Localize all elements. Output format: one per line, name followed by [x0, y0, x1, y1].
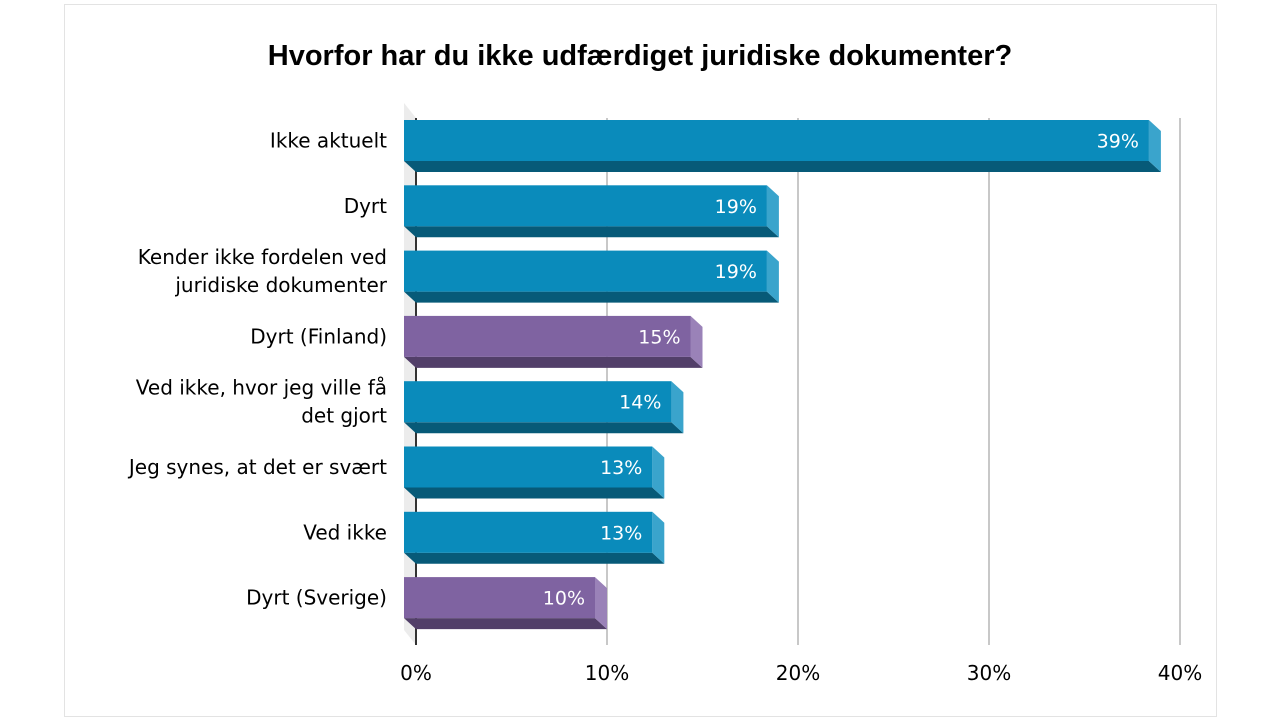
bar-bottom-face	[404, 618, 607, 630]
category-label: Ved ikke	[303, 520, 387, 544]
x-tick-label: 10%	[585, 661, 629, 685]
bar-side-face	[766, 250, 779, 303]
bar-bottom-face	[404, 356, 703, 368]
category-label: Dyrt	[344, 194, 387, 218]
x-tick-label: 40%	[1158, 661, 1202, 685]
bar-side-face	[671, 381, 684, 434]
category-label: Dyrt (Finland)	[250, 324, 387, 348]
bar-bottom-face	[404, 487, 665, 499]
back-wall	[404, 103, 416, 645]
category-label: Ved ikke, hvor jeg ville få	[136, 376, 387, 400]
bar	[404, 120, 1149, 161]
data-label: 15%	[638, 326, 680, 348]
data-label: 19%	[715, 261, 757, 283]
bar-bottom-face	[404, 161, 1161, 172]
bar-side-face	[652, 511, 665, 564]
bar-bottom-face	[404, 226, 779, 238]
bar-side-face	[690, 315, 703, 368]
category-label: juridiske dokumenter	[174, 273, 387, 297]
bar	[404, 511, 653, 553]
x-tick-label: 0%	[400, 661, 432, 685]
bar	[404, 381, 672, 423]
bar-side-face	[766, 185, 779, 238]
bar	[404, 446, 653, 488]
x-tick-label: 20%	[776, 661, 820, 685]
bar	[404, 250, 767, 292]
data-label: 39%	[1097, 131, 1139, 153]
data-label: 10%	[543, 588, 585, 610]
category-label: det gjort	[301, 404, 387, 428]
bar-bottom-face	[404, 422, 684, 434]
category-label: Kender ikke fordelen ved	[138, 245, 387, 269]
bar	[404, 185, 767, 227]
bar-bottom-face	[404, 552, 665, 564]
category-label: Dyrt (Sverige)	[246, 586, 387, 610]
bar	[404, 315, 691, 357]
bar-side-face	[652, 446, 665, 499]
x-tick-label: 30%	[967, 661, 1011, 685]
chart-title: Hvorfor har du ikke udfærdiget juridiske…	[267, 40, 1013, 72]
category-label: Ikke aktuelt	[270, 129, 387, 153]
data-label: 13%	[600, 522, 642, 544]
bar-side-face	[1148, 120, 1161, 172]
bar	[404, 577, 595, 619]
data-label: 14%	[619, 392, 661, 414]
data-label: 13%	[600, 457, 642, 479]
data-label: 19%	[715, 196, 757, 218]
category-label: Jeg synes, at det er svært	[127, 455, 387, 479]
bar-bottom-face	[404, 291, 779, 303]
bar-side-face	[595, 577, 607, 630]
